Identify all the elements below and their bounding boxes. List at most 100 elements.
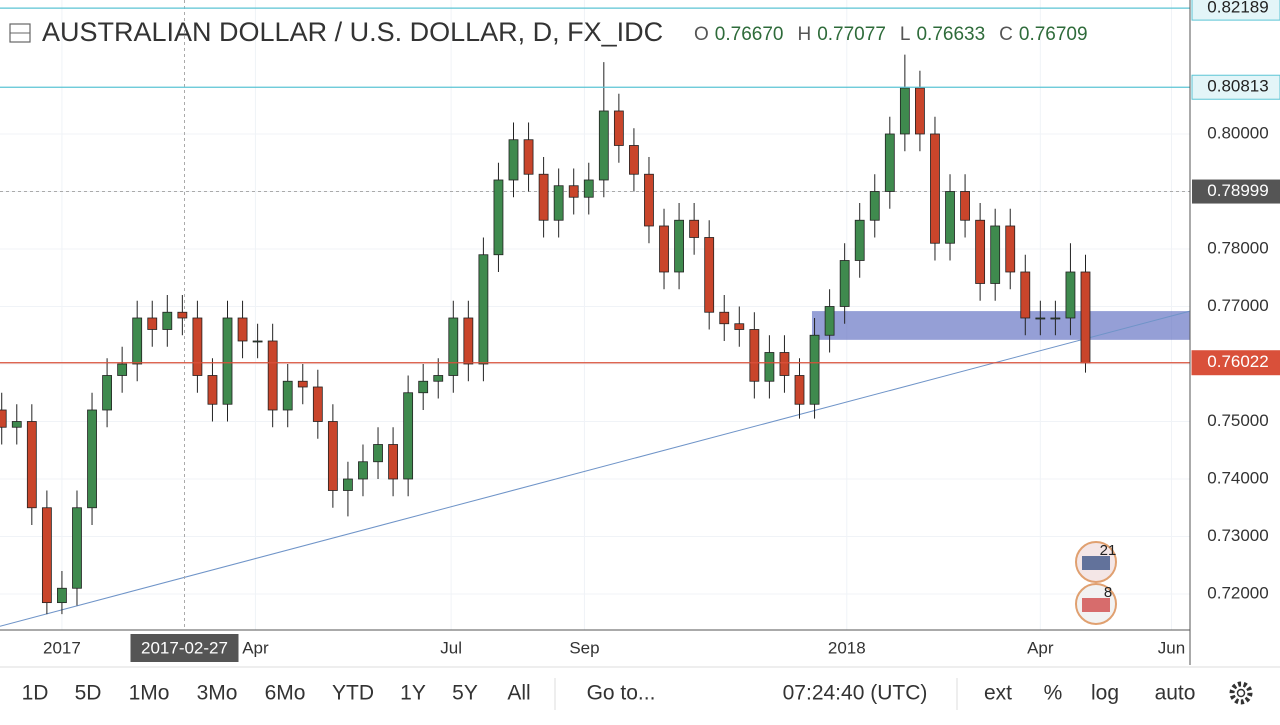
y-tick-label: 0.78000 (1207, 238, 1268, 257)
ohlc-label: C (999, 24, 1013, 45)
ohlc-label: O (694, 24, 709, 45)
candle-body (689, 219, 700, 238)
candle-body (1065, 271, 1076, 319)
x-tick-label: Apr (242, 638, 269, 657)
crosshair-label-bg (1192, 179, 1280, 204)
candle-body (629, 145, 639, 175)
candle-body (839, 260, 850, 307)
candle-body (11, 421, 22, 428)
candle-body (493, 179, 504, 256)
candle-body (297, 380, 308, 388)
flag-stripe (1082, 598, 1110, 612)
candle-body (312, 386, 323, 422)
candle-body (358, 461, 368, 480)
ohlc-label: H (797, 24, 811, 45)
candle-body (1050, 317, 1061, 320)
candle-body (523, 139, 534, 175)
chart-title: AUSTRALIAN DOLLAR / U.S. DOLLAR, D, FX_I… (42, 17, 663, 47)
candle-body (674, 219, 684, 273)
trendline (0, 310, 1191, 627)
candle-body (207, 375, 218, 405)
candle-body (478, 254, 489, 365)
price-label: 0.76022 (1207, 352, 1268, 371)
candle-body (117, 363, 128, 376)
candle-body (373, 444, 383, 463)
candle-body (583, 179, 594, 198)
candle-body (734, 323, 745, 330)
y-tick-label: 0.80000 (1207, 123, 1268, 142)
range-button[interactable]: 5Y (452, 682, 478, 705)
candle-body (1020, 271, 1031, 319)
range-button[interactable]: 1Mo (129, 682, 170, 705)
range-button[interactable]: 5D (75, 682, 102, 705)
x-tick-label: Apr (1027, 638, 1054, 657)
candle-body (915, 87, 925, 135)
candle-body (102, 375, 112, 411)
candle-body (327, 421, 338, 491)
candle-body (282, 380, 293, 411)
price-label-bg (1191, 0, 1280, 21)
crosshair-y-label: 0.78999 (1207, 181, 1268, 200)
candle-body (538, 173, 549, 221)
event-count: 8 (1104, 584, 1112, 601)
candle-body (794, 375, 805, 405)
goto-button[interactable]: Go to... (587, 682, 656, 705)
candle-body (960, 191, 970, 221)
candle-body (644, 173, 654, 227)
candle-body (945, 191, 955, 244)
range-button[interactable]: 6Mo (265, 682, 306, 705)
settings-gear[interactable] (1229, 681, 1253, 705)
price-label: 0.82189 (1207, 0, 1268, 17)
price-label-bg (1191, 74, 1280, 100)
candle-body (899, 87, 910, 135)
candle-body (568, 185, 579, 198)
candle-body (448, 317, 459, 376)
candle-body (659, 225, 669, 273)
candle-body (598, 110, 609, 181)
candle-body (403, 392, 414, 480)
x-tick-label: Jul (440, 638, 462, 657)
candle-body (809, 334, 820, 405)
zone (811, 311, 1190, 340)
candle-body (41, 507, 52, 604)
range-button[interactable]: 1D (22, 682, 49, 705)
ohlc-label: L (900, 24, 911, 45)
candle-body (57, 587, 67, 604)
candle-body (132, 317, 143, 365)
clock: 07:24:40 (UTC) (783, 682, 928, 705)
candle-body (764, 352, 775, 382)
candle-body (1035, 317, 1046, 320)
option-button[interactable]: auto (1155, 682, 1196, 705)
range-button[interactable]: 1Y (400, 682, 426, 705)
x-tick-label: 2018 (828, 638, 866, 657)
candle-body (719, 311, 730, 325)
candle-body (824, 306, 835, 336)
candle-body (975, 219, 986, 284)
candle-body (87, 409, 97, 509)
settings-gear-hole (1236, 688, 1246, 698)
y-tick-label: 0.74000 (1207, 468, 1268, 487)
candle-body (508, 139, 519, 181)
candle-body (388, 444, 398, 480)
price-scale-bg (1190, 0, 1280, 665)
option-button[interactable]: % (1044, 682, 1063, 705)
candle-body (267, 340, 278, 411)
range-button[interactable]: YTD (332, 682, 374, 705)
candle-body (237, 317, 248, 342)
range-button[interactable]: All (507, 682, 530, 705)
range-button[interactable]: 3Mo (197, 682, 238, 705)
candle-body (779, 352, 790, 376)
price-label: 0.80813 (1207, 77, 1268, 96)
candle-body (854, 219, 865, 261)
candle-body (177, 311, 188, 319)
candle-body (192, 317, 203, 376)
x-tick-label: Jun (1158, 638, 1185, 657)
candle-body (26, 421, 37, 509)
crosshair-label-bg (130, 634, 239, 662)
candle-body (418, 380, 429, 394)
option-button[interactable]: log (1091, 682, 1119, 705)
option-button[interactable]: ext (984, 682, 1012, 705)
crosshair-x-label: 2017-02-27 (141, 638, 228, 657)
flag-stripe (1082, 556, 1110, 570)
